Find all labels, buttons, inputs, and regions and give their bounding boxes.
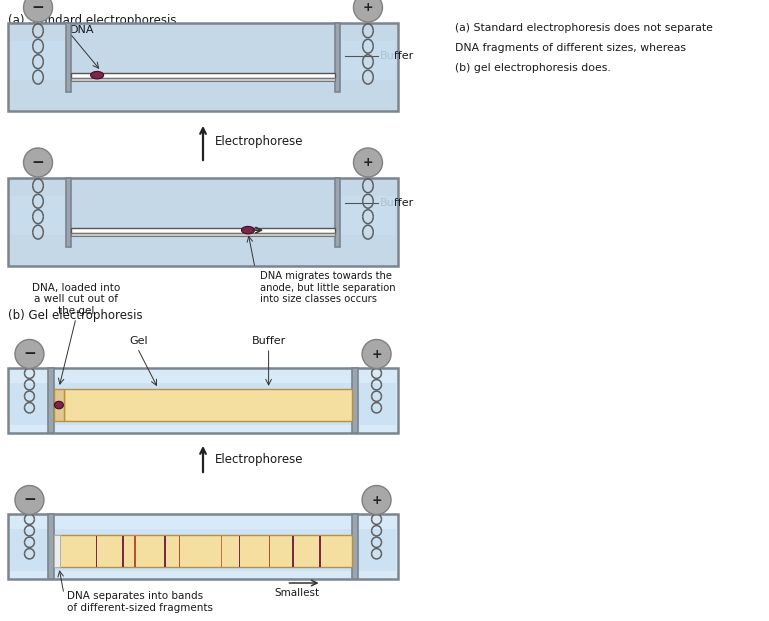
Text: DNA migrates towards the
anode, but little separation
into size classes occurs: DNA migrates towards the anode, but litt… <box>260 271 395 304</box>
Text: (a) Standard electrophoresis: (a) Standard electrophoresis <box>8 14 177 27</box>
Bar <box>71 78 335 81</box>
Circle shape <box>362 486 391 515</box>
Bar <box>10 383 396 425</box>
Bar <box>352 514 358 579</box>
Bar <box>8 23 398 111</box>
Circle shape <box>362 340 391 368</box>
Text: +: + <box>363 1 373 14</box>
Bar <box>319 535 321 566</box>
Text: Buffer: Buffer <box>380 197 414 207</box>
Text: (a) Standard electrophoresis does not separate: (a) Standard electrophoresis does not se… <box>455 23 713 33</box>
Bar <box>54 389 64 421</box>
Text: −: − <box>32 155 45 170</box>
Bar <box>340 42 394 80</box>
Bar <box>48 514 54 579</box>
Text: (b) Gel electrophoresis: (b) Gel electrophoresis <box>8 309 142 322</box>
Bar <box>122 535 124 566</box>
Text: DNA, loaded into
a well cut out of
the gel: DNA, loaded into a well cut out of the g… <box>32 283 120 316</box>
Circle shape <box>24 0 52 22</box>
Text: Electrophorese: Electrophorese <box>215 453 304 466</box>
Text: +: + <box>371 348 382 361</box>
Bar <box>71 232 335 235</box>
Text: DNA: DNA <box>70 25 95 35</box>
Circle shape <box>15 340 44 368</box>
Text: Smallest: Smallest <box>274 588 319 598</box>
Circle shape <box>15 486 44 515</box>
Bar <box>54 535 352 568</box>
Text: +: + <box>363 156 373 169</box>
Bar <box>8 368 398 433</box>
Bar <box>340 196 394 235</box>
Bar <box>71 228 335 232</box>
Circle shape <box>354 0 382 22</box>
Text: DNA separates into bands
of different-sized fragments: DNA separates into bands of different-si… <box>67 591 213 612</box>
Bar <box>8 178 398 266</box>
Text: DNA fragments of different sizes, whereas: DNA fragments of different sizes, wherea… <box>455 43 686 53</box>
Ellipse shape <box>55 401 63 409</box>
Ellipse shape <box>91 71 104 79</box>
Bar <box>95 535 97 566</box>
Text: Electrophorese: Electrophorese <box>215 135 304 148</box>
Circle shape <box>24 148 52 177</box>
Text: Buffer: Buffer <box>380 52 414 61</box>
Bar <box>48 368 54 433</box>
Bar <box>221 535 222 566</box>
Text: +: + <box>371 494 382 507</box>
Bar <box>11 196 66 235</box>
Text: −: − <box>32 0 45 15</box>
Text: Gel: Gel <box>129 336 148 346</box>
Bar <box>54 535 61 568</box>
Bar <box>71 73 335 78</box>
Bar <box>335 178 340 247</box>
Ellipse shape <box>241 227 255 234</box>
Bar <box>179 535 181 566</box>
Bar <box>239 535 240 566</box>
Bar <box>352 368 358 433</box>
Text: −: − <box>23 347 36 361</box>
Bar <box>11 42 66 80</box>
Circle shape <box>354 148 382 177</box>
Bar <box>268 535 270 566</box>
Bar <box>8 514 398 579</box>
Bar <box>292 535 294 566</box>
Bar <box>66 178 71 247</box>
Bar <box>66 23 71 92</box>
Text: −: − <box>23 492 36 507</box>
Bar <box>335 23 340 92</box>
Bar <box>64 389 352 421</box>
Text: (b) gel electrophoresis does.: (b) gel electrophoresis does. <box>455 63 611 73</box>
Bar <box>10 529 396 571</box>
Text: Buffer: Buffer <box>251 336 286 346</box>
